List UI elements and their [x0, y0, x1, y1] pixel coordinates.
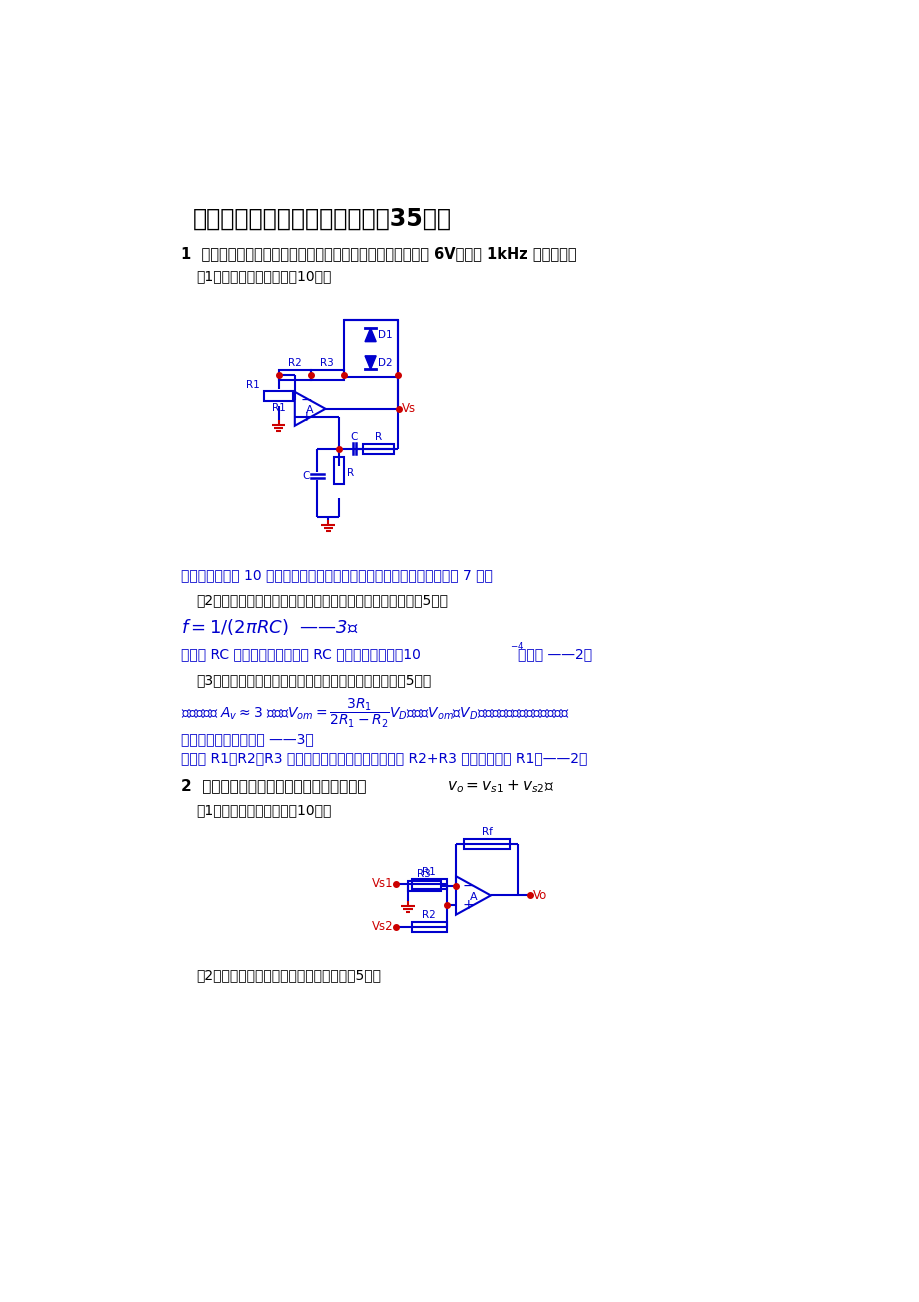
Text: $v_o = v_{s1} + v_{s2}$。: $v_o = v_{s1} + v_{s2}$。 — [447, 779, 553, 796]
Text: R2: R2 — [422, 910, 436, 921]
Bar — [344, 320, 397, 378]
Text: R: R — [346, 469, 354, 478]
Text: A: A — [306, 405, 313, 415]
Text: 电路结构正确给 10 分；振荡电路正确但缺少稳幅功能或稳幅电路错误给 7 分。: 电路结构正确给 10 分；振荡电路正确但缺少稳幅功能或稳幅电路错误给 7 分。 — [181, 568, 493, 582]
Text: 有参数 R1、R2、R3 确定过程或给出的参数的值满足 R2+R3 略大于两倍的 R1。——2分: 有参数 R1、R2、R3 确定过程或给出的参数的值满足 R2+R3 略大于两倍的… — [181, 751, 586, 766]
Text: Vs2: Vs2 — [372, 921, 393, 934]
Bar — [407, 881, 440, 891]
Text: Vs1: Vs1 — [372, 878, 393, 891]
Text: （1）画出电路原理图。（10分）: （1）画出电路原理图。（10分） — [196, 803, 332, 818]
Text: 电路设计题（初级、助理必答，35分）: 电路设计题（初级、助理必答，35分） — [192, 206, 451, 230]
Polygon shape — [365, 328, 376, 341]
Bar — [311, 370, 344, 380]
Text: Vs: Vs — [402, 402, 416, 415]
Text: 依据稳幅时 $A_v \approx 3$ 可得：$V_{om} = \dfrac{3R_1}{2R_1 - R_2}V_D$，其中$V_{om}$、$V_D$: 依据稳幅时 $A_v \approx 3$ 可得：$V_{om} = \dfra… — [181, 697, 569, 730]
Text: R: R — [374, 432, 381, 443]
Text: R1: R1 — [246, 380, 260, 389]
Text: 1  设计一个带有稳幅功能的文氏电桥振荡器，要求输出峰峰值 6V，频率 1kHz 的正弦波。: 1 设计一个带有稳幅功能的文氏电桥振荡器，要求输出峰峰值 6V，频率 1kHz … — [181, 246, 576, 262]
Text: ）即可 ——2分: ）即可 ——2分 — [517, 647, 592, 660]
Text: （2）给出计算公式，并确定电路参数。（5分）: （2）给出计算公式，并确定电路参数。（5分） — [196, 969, 381, 983]
Bar — [463, 838, 510, 849]
Text: −: − — [301, 393, 312, 408]
Bar — [362, 444, 393, 454]
Text: 和二极管的导通电压。 ——3分: 和二极管的导通电压。 ——3分 — [181, 732, 313, 746]
Text: +: + — [461, 898, 473, 913]
Text: R3: R3 — [417, 870, 431, 879]
Text: （3）给出幅度的计算公式，并确定相应的电路参数。（5分）: （3）给出幅度的计算公式，并确定相应的电路参数。（5分） — [196, 673, 431, 687]
Text: Rf: Rf — [481, 827, 492, 837]
Text: $^{-4}$: $^{-4}$ — [510, 642, 524, 655]
Bar — [412, 922, 447, 932]
Text: D1: D1 — [378, 329, 392, 340]
Polygon shape — [365, 355, 376, 370]
Text: R1: R1 — [422, 867, 436, 878]
Text: C: C — [302, 471, 310, 480]
Bar — [412, 879, 447, 888]
Text: C: C — [350, 432, 357, 441]
Text: +: + — [301, 410, 312, 424]
Text: −: − — [461, 879, 473, 893]
Bar — [334, 457, 344, 484]
Text: R1: R1 — [271, 404, 285, 413]
Text: 2  设计一个同相加法电路，实现运算关系：: 2 设计一个同相加法电路，实现运算关系： — [181, 779, 366, 793]
Text: Vo: Vo — [532, 889, 547, 902]
Text: A: A — [469, 892, 477, 902]
Text: （2）给出振荡频率的计算公式，并确定相应的电路参数。（5分）: （2）给出振荡频率的计算公式，并确定相应的电路参数。（5分） — [196, 594, 448, 608]
Text: （1）画出电路原理图。（10分）: （1）画出电路原理图。（10分） — [196, 270, 332, 284]
Text: R2: R2 — [288, 358, 301, 368]
Text: $f = 1/(2\pi RC)$  ——3分: $f = 1/(2\pi RC)$ ——3分 — [181, 617, 358, 637]
Text: 有参数 RC 的确定过程或者给出 RC 参数的量级一致（10: 有参数 RC 的确定过程或者给出 RC 参数的量级一致（10 — [181, 647, 420, 660]
Bar — [278, 370, 311, 380]
Text: D2: D2 — [378, 358, 392, 368]
Bar — [264, 392, 293, 401]
Text: R3: R3 — [320, 358, 334, 368]
